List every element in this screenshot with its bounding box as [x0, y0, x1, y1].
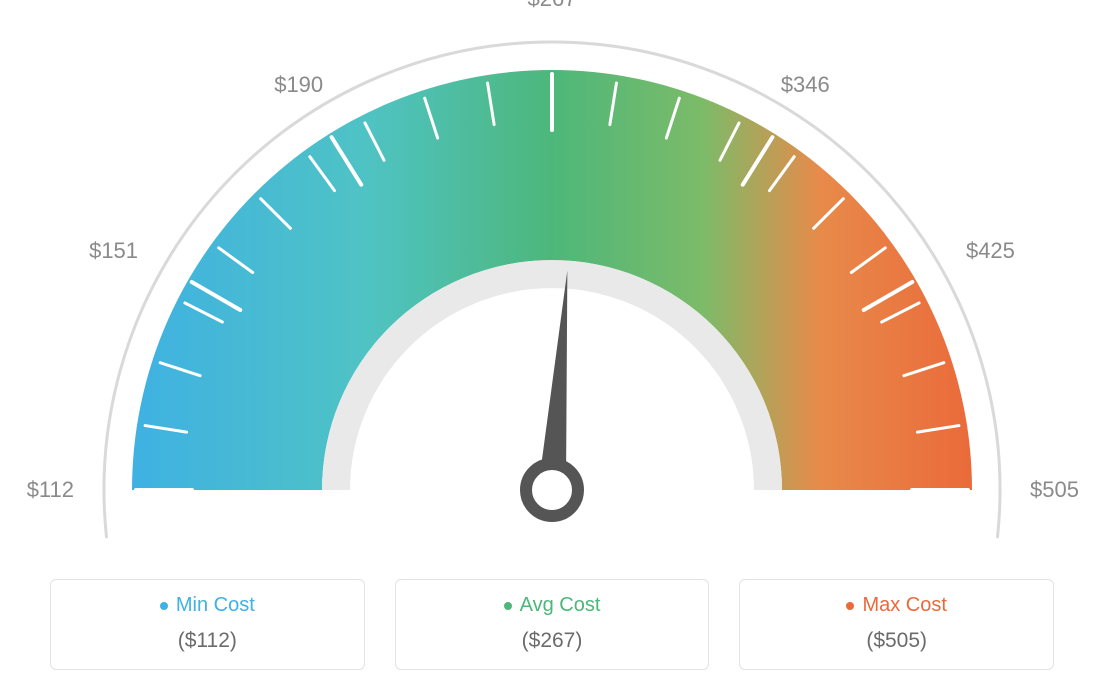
gauge-tick-label: $505: [1030, 477, 1079, 503]
gauge-svg: [0, 0, 1104, 560]
gauge-tick-label: $425: [966, 238, 1015, 264]
legend-card-avg: Avg Cost ($267): [395, 579, 710, 670]
legend-label-min: Min Cost: [176, 594, 255, 617]
gauge-tick-label: $346: [781, 72, 830, 98]
legend-dot-max: [846, 602, 854, 610]
legend-dot-avg: [504, 602, 512, 610]
gauge-tick-label: $151: [89, 238, 138, 264]
legend-title-min: Min Cost: [160, 594, 255, 617]
legend-card-min: Min Cost ($112): [50, 579, 365, 670]
legend-card-max: Max Cost ($505): [739, 579, 1054, 670]
cost-gauge-chart: $112 $151 $190 $267 $346 $425 $505 Min Cost ($…: [0, 0, 1104, 690]
gauge-area: $112 $151 $190 $267 $346 $425 $505: [0, 0, 1104, 560]
legend-label-max: Max Cost: [862, 594, 946, 617]
gauge-tick-label: $190: [274, 72, 323, 98]
legend-label-avg: Avg Cost: [520, 594, 601, 617]
gauge-tick-label: $112: [27, 477, 74, 503]
legend-value-min: ($112): [61, 629, 354, 653]
legend-dot-min: [160, 602, 168, 610]
legend-value-max: ($505): [750, 629, 1043, 653]
legend-value-avg: ($267): [406, 629, 699, 653]
gauge-tick-label: $267: [528, 0, 577, 12]
legend-title-avg: Avg Cost: [504, 594, 601, 617]
legend-row: Min Cost ($112) Avg Cost ($267) Max Cost…: [50, 579, 1054, 670]
legend-title-max: Max Cost: [846, 594, 946, 617]
